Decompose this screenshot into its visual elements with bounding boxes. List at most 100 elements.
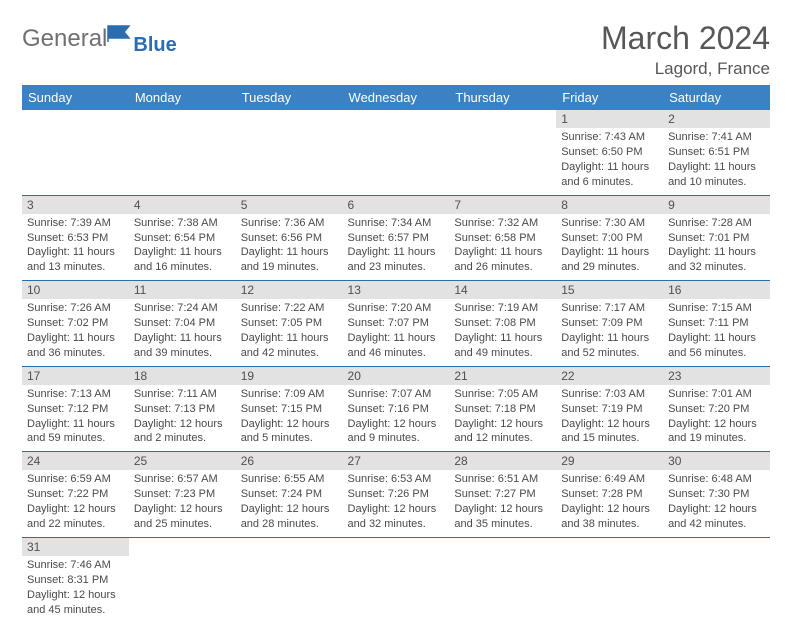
cell-sunrise: Sunrise: 7:24 AM [134,301,231,316]
day-number: 27 [343,452,450,470]
cell-daylight: Daylight: 12 hours and 32 minutes. [348,502,445,532]
cell-daylight: Daylight: 12 hours and 38 minutes. [561,502,658,532]
cell-sunrise: Sunrise: 6:51 AM [454,472,551,487]
day-number: 16 [663,281,770,299]
calendar-row: 3Sunrise: 7:39 AMSunset: 6:53 PMDaylight… [22,195,770,281]
calendar-cell: 18Sunrise: 7:11 AMSunset: 7:13 PMDayligh… [129,366,236,452]
calendar-cell: 30Sunrise: 6:48 AMSunset: 7:30 PMDayligh… [663,452,770,538]
cell-sunrise: Sunrise: 6:48 AM [668,472,765,487]
cell-sunset: Sunset: 6:56 PM [241,231,338,246]
cell-sunset: Sunset: 7:13 PM [134,402,231,417]
day-number: 14 [449,281,556,299]
calendar-cell: 16 Sunrise: 7:15 AMSunset: 7:11 PMDayligh… [663,281,770,367]
calendar-cell: 11Sunrise: 7:24 AMSunset: 7:04 PMDayligh… [129,281,236,367]
calendar-cell: 9Sunrise: 7:28 AMSunset: 7:01 PMDaylight… [663,195,770,281]
cell-sunrise: Sunrise: 7:34 AM [348,216,445,231]
cell-sunset: Sunset: 7:16 PM [348,402,445,417]
cell-sunrise: Sunrise: 7:41 AM [668,130,765,145]
cell-daylight: Daylight: 11 hours and 32 minutes. [668,245,765,275]
calendar-cell: 10Sunrise: 7:26 AMSunset: 7:02 PMDayligh… [22,281,129,367]
day-number: 26 [236,452,343,470]
cell-sunset: Sunset: 7:00 PM [561,231,658,246]
cell-sunrise: Sunrise: 7:09 AM [241,387,338,402]
day-number: 13 [343,281,450,299]
cell-daylight: Daylight: 12 hours and 35 minutes. [454,502,551,532]
calendar-cell [556,537,663,622]
calendar-row: 24Sunrise: 6:59 AMSunset: 7:22 PMDayligh… [22,452,770,538]
calendar-cell: 12Sunrise: 7:22 AMSunset: 7:05 PMDayligh… [236,281,343,367]
calendar-cell [129,110,236,195]
cell-daylight: Daylight: 12 hours and 19 minutes. [668,417,765,447]
month-title: March 2024 [601,20,770,57]
day-number: 5 [236,196,343,214]
calendar-cell: 5 Sunrise: 7:36 AMSunset: 6:56 PMDaylight… [236,195,343,281]
cell-daylight: Daylight: 11 hours and 26 minutes. [454,245,551,275]
calendar-cell: 31Sunrise: 7:46 AMSunset: 8:31 PMDayligh… [22,537,129,622]
cell-sunset: Sunset: 6:57 PM [348,231,445,246]
calendar-cell: 22Sunrise: 7:03 AMSunset: 7:19 PMDayligh… [556,366,663,452]
day-number: 23 [663,367,770,385]
cell-daylight: Daylight: 12 hours and 12 minutes. [454,417,551,447]
day-number: 15 [556,281,663,299]
calendar-cell: 28Sunrise: 6:51 AMSunset: 7:27 PMDayligh… [449,452,556,538]
cell-sunset: Sunset: 7:18 PM [454,402,551,417]
cell-daylight: Daylight: 11 hours and 52 minutes. [561,331,658,361]
calendar-cell: 3Sunrise: 7:39 AMSunset: 6:53 PMDaylight… [22,195,129,281]
cell-sunrise: Sunrise: 7:32 AM [454,216,551,231]
cell-sunset: Sunset: 7:11 PM [668,316,765,331]
cell-daylight: Daylight: 11 hours and 42 minutes. [241,331,338,361]
cell-sunset: Sunset: 6:53 PM [27,231,124,246]
cell-sunrise: Sunrise: 7:36 AM [241,216,338,231]
cell-sunrise: Sunrise: 6:49 AM [561,472,658,487]
cell-sunset: Sunset: 7:27 PM [454,487,551,502]
calendar-table: SundayMondayTuesdayWednesdayThursdayFrid… [22,85,770,622]
calendar-cell: 13Sunrise: 7:20 AMSunset: 7:07 PMDayligh… [343,281,450,367]
cell-sunset: Sunset: 6:51 PM [668,145,765,160]
cell-daylight: Daylight: 11 hours and 10 minutes. [668,160,765,190]
cell-daylight: Daylight: 11 hours and 36 minutes. [27,331,124,361]
cell-sunset: Sunset: 6:58 PM [454,231,551,246]
cell-daylight: Daylight: 11 hours and 23 minutes. [348,245,445,275]
cell-sunset: Sunset: 7:24 PM [241,487,338,502]
cell-daylight: Daylight: 12 hours and 5 minutes. [241,417,338,447]
calendar-cell [343,537,450,622]
day-number: 7 [449,196,556,214]
logo-text-general: General [22,25,107,53]
day-header: Wednesday [343,85,450,110]
day-number: 2 [663,110,770,128]
cell-sunset: Sunset: 7:22 PM [27,487,124,502]
day-number: 9 [663,196,770,214]
day-number: 6 [343,196,450,214]
cell-daylight: Daylight: 11 hours and 49 minutes. [454,331,551,361]
cell-sunrise: Sunrise: 7:28 AM [668,216,765,231]
calendar-row: 10Sunrise: 7:26 AMSunset: 7:02 PMDayligh… [22,281,770,367]
cell-daylight: Daylight: 11 hours and 56 minutes. [668,331,765,361]
day-number: 18 [129,367,236,385]
day-number: 12 [236,281,343,299]
cell-daylight: Daylight: 11 hours and 16 minutes. [134,245,231,275]
calendar-cell: 2 Sunrise: 7:41 AMSunset: 6:51 PMDaylight… [663,110,770,195]
cell-sunset: Sunset: 7:23 PM [134,487,231,502]
day-header: Sunday [22,85,129,110]
calendar-cell [236,110,343,195]
cell-sunset: Sunset: 7:15 PM [241,402,338,417]
cell-daylight: Daylight: 12 hours and 2 minutes. [134,417,231,447]
header: General Blue March 2024 Lagord, France [22,20,770,79]
day-number: 31 [22,538,129,556]
calendar-cell: 8Sunrise: 7:30 AMSunset: 7:00 PMDaylight… [556,195,663,281]
cell-sunrise: Sunrise: 7:15 AM [668,301,765,316]
logo-text-blue: Blue [133,34,176,57]
calendar-cell: 15Sunrise: 7:17 AMSunset: 7:09 PMDayligh… [556,281,663,367]
cell-daylight: Daylight: 11 hours and 13 minutes. [27,245,124,275]
day-number: 29 [556,452,663,470]
cell-daylight: Daylight: 11 hours and 19 minutes. [241,245,338,275]
logo: General Blue [22,20,177,57]
calendar-cell: 6 Sunrise: 7:34 AMSunset: 6:57 PMDaylight… [343,195,450,281]
cell-sunset: Sunset: 7:07 PM [348,316,445,331]
calendar-cell: 26Sunrise: 6:55 AMSunset: 7:24 PMDayligh… [236,452,343,538]
cell-sunrise: Sunrise: 6:59 AM [27,472,124,487]
cell-sunset: Sunset: 7:20 PM [668,402,765,417]
calendar-cell [129,537,236,622]
cell-sunset: Sunset: 7:02 PM [27,316,124,331]
calendar-cell: 14Sunrise: 7:19 AMSunset: 7:08 PMDayligh… [449,281,556,367]
